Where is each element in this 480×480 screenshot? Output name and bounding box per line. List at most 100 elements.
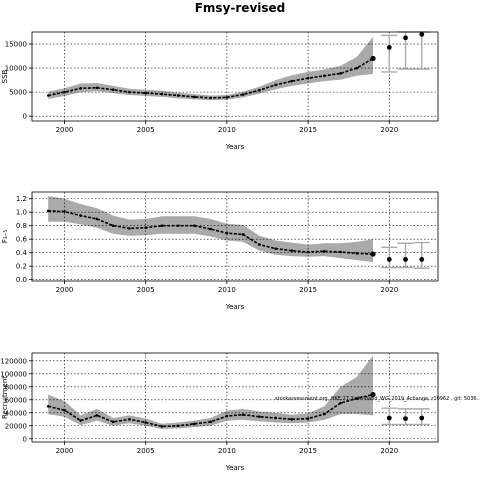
- y-tick-label: 1.0: [16, 209, 27, 217]
- estimate-point: [160, 224, 164, 228]
- y-tick-label: 120000: [0, 357, 27, 365]
- last-estimate-point: [370, 391, 376, 398]
- x-tick-label: 2015: [299, 286, 317, 294]
- estimate-point: [258, 243, 261, 246]
- estimate-point: [160, 92, 164, 96]
- estimate-point: [209, 420, 212, 424]
- estimate-point: [290, 417, 294, 421]
- y-tick-label: 20000: [5, 422, 27, 430]
- estimate-point: [63, 408, 66, 412]
- estimate-point: [111, 420, 115, 424]
- x-tick-label: 2005: [137, 126, 155, 134]
- fishing-mortality-panel: 2000 2005 2010 2015 2020 0.0 0.2 0.4 0.6 0.8 1.0 1.…: [1, 191, 439, 311]
- x-tick-label: 2015: [299, 126, 317, 134]
- estimate-point: [290, 79, 294, 83]
- x-axis-label: Years: [225, 303, 245, 311]
- y-tick-label: 0.0: [16, 276, 27, 284]
- estimate-point: [193, 224, 196, 228]
- y-tick-label: 5000: [9, 89, 27, 97]
- estimate-point: [111, 88, 115, 92]
- estimate-point: [339, 72, 342, 75]
- y-tick-label: 0: [23, 435, 27, 443]
- watermark-annotation: stockassessment.org, HKE.27.3a46-8abd_WG…: [275, 396, 480, 402]
- y-tick-label: 0.2: [16, 263, 27, 271]
- x-tick-label: 2020: [380, 126, 398, 134]
- estimate-point: [46, 404, 50, 408]
- estimate-point: [193, 422, 196, 426]
- x-tick-label: 2010: [218, 126, 236, 134]
- estimate-point: [274, 247, 277, 250]
- y-axis-label: F₃₋₅: [1, 230, 9, 244]
- recruitment-panel: 2000 2005 2010 2015 2020 0 20000 40000 60000 8000…: [0, 352, 480, 472]
- axes-frame: [31, 191, 439, 282]
- x-tick-label: 2005: [137, 447, 155, 455]
- estimate-point: [274, 416, 277, 420]
- x-tick-label: 2000: [56, 286, 74, 294]
- estimate-point: [306, 76, 310, 80]
- last-estimate-point: [370, 251, 376, 257]
- estimate-point: [111, 224, 115, 228]
- estimate-point: [339, 401, 342, 405]
- estimate-point: [176, 94, 180, 97]
- estimate-point: [323, 250, 326, 253]
- projection-point: [403, 416, 408, 422]
- estimate-point: [258, 415, 261, 418]
- estimate-point: [306, 417, 310, 420]
- y-tick-label: 1.2: [16, 195, 27, 203]
- estimate-point: [79, 419, 83, 422]
- x-tick-label: 2010: [218, 286, 236, 294]
- estimate-point: [355, 66, 359, 70]
- estimate-point: [225, 96, 229, 99]
- confidence-band: [48, 355, 373, 429]
- estimate-point: [323, 74, 326, 78]
- x-tick-label: 2000: [56, 447, 74, 455]
- y-tick-label: 100000: [0, 370, 27, 378]
- estimate-point: [144, 421, 147, 424]
- axes-frame: [31, 352, 439, 443]
- estimate-point: [160, 425, 164, 428]
- x-tick-label: 2020: [380, 286, 398, 294]
- estimate-point: [225, 231, 229, 235]
- estimate-point: [241, 233, 245, 236]
- estimate-point: [323, 412, 326, 416]
- y-tick-label: 0.4: [16, 249, 28, 257]
- estimate-point: [290, 249, 294, 252]
- y-tick-label: 60000: [5, 396, 27, 404]
- x-tick-label: 2010: [218, 447, 236, 455]
- y-tick-label: 0: [23, 113, 27, 121]
- estimate-point: [144, 91, 147, 95]
- y-tick-label: 0.6: [16, 236, 28, 244]
- estimate-point: [209, 227, 212, 231]
- estimate-point: [193, 95, 196, 99]
- y-tick-label: 15000: [5, 41, 27, 49]
- x-tick-label: 2000: [56, 126, 74, 134]
- estimate-point: [209, 96, 212, 100]
- estimate-point: [144, 226, 147, 230]
- estimate-point: [95, 414, 99, 417]
- y-axis-label: Recruitment: [1, 376, 9, 419]
- projection-point: [403, 257, 408, 262]
- projection-point: [419, 415, 425, 421]
- x-tick-label: 2015: [299, 447, 317, 455]
- figure-title: Fmsy-revised: [195, 1, 286, 15]
- y-axis-label: SSB: [1, 69, 9, 83]
- estimate-point: [128, 417, 131, 421]
- estimate-point: [176, 224, 180, 228]
- x-axis-label: Years: [225, 464, 245, 472]
- projection-point: [419, 32, 425, 37]
- y-tick-label: 0.8: [16, 222, 27, 230]
- axes-frame: [31, 31, 439, 122]
- estimate-point: [258, 88, 261, 92]
- confidence-band: [48, 36, 373, 101]
- y-tick-label: 40000: [5, 409, 27, 417]
- estimate-point: [46, 94, 50, 97]
- projection-point: [403, 35, 408, 41]
- x-tick-label: 2005: [137, 286, 155, 294]
- estimate-point: [241, 93, 245, 96]
- estimate-point: [274, 83, 277, 87]
- estimate-point: [95, 217, 99, 221]
- estimate-point: [306, 250, 310, 254]
- estimate-line: [48, 210, 374, 255]
- estimate-point: [79, 214, 83, 217]
